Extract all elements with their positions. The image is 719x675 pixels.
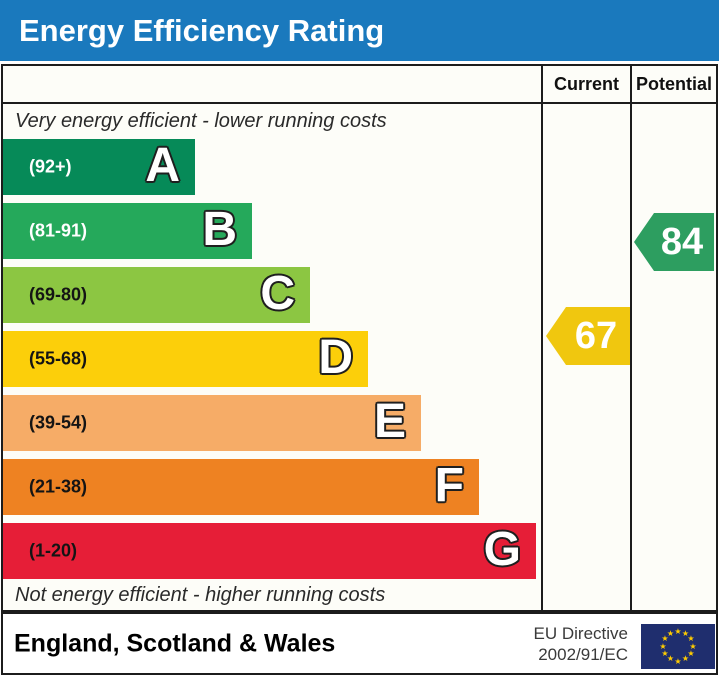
potential-column-divider xyxy=(630,66,632,610)
eu-flag-star: ★ xyxy=(666,654,675,664)
band-range-label: (21-38) xyxy=(29,476,88,497)
band-f: (21-38) F xyxy=(3,459,479,515)
rating-bands: (92+) A (81-91) B (69-80) C (55-68) D (3… xyxy=(3,139,536,587)
header-divider xyxy=(3,102,716,104)
band-letter: G xyxy=(483,523,521,577)
eu-flag-star: ★ xyxy=(681,628,690,638)
eu-flag-star: ★ xyxy=(661,634,669,643)
eu-flag-star: ★ xyxy=(687,634,695,643)
eu-flag-star: ★ xyxy=(674,656,682,666)
eu-flag-star: ★ xyxy=(687,649,695,658)
eu-directive-text: EU Directive 2002/91/EC xyxy=(534,623,628,665)
caption-very-efficient: Very energy efficient - lower running co… xyxy=(15,110,387,132)
column-header-current: Current xyxy=(553,74,619,94)
current-rating-arrow: 67 xyxy=(546,307,630,365)
band-c: (69-80) C xyxy=(3,267,310,323)
band-range-label: (55-68) xyxy=(29,348,88,369)
page-title: Energy Efficiency Rating xyxy=(19,12,385,48)
band-letter: A xyxy=(145,139,180,193)
band-letter: E xyxy=(373,395,406,449)
band-a: (92+) A xyxy=(3,139,195,195)
region-label: England, Scotland & Wales xyxy=(14,629,336,657)
band-range-label: (92+) xyxy=(29,156,72,177)
band-g: (1-20) G xyxy=(3,523,536,579)
column-header-potential: Potential xyxy=(635,74,712,94)
band-letter: C xyxy=(260,267,295,321)
current-column-divider xyxy=(541,66,543,610)
band-e: (39-54) E xyxy=(3,395,421,451)
eu-directive-line2: 2002/91/EC xyxy=(538,644,628,664)
eu-flag-star: ★ xyxy=(666,628,675,638)
band-letter: F xyxy=(434,459,464,513)
eu-flag-star: ★ xyxy=(681,654,690,664)
eu-flag-star: ★ xyxy=(674,626,682,636)
band-range-label: (81-91) xyxy=(29,220,88,241)
band-d: (55-68) D xyxy=(3,331,368,387)
eu-flag-star: ★ xyxy=(661,649,669,658)
current-rating-value: 67 xyxy=(574,315,618,357)
eu-directive-line1: EU Directive xyxy=(533,623,628,643)
band-b: (81-91) B xyxy=(3,203,252,259)
footer-bar: England, Scotland & Wales EU Directive 2… xyxy=(1,612,718,675)
eu-flag-icon: ★ ★ ★ ★ ★ ★ ★ ★ ★ ★ ★ ★ xyxy=(641,624,715,669)
band-letter: D xyxy=(318,331,353,385)
potential-rating-value: 84 xyxy=(660,221,704,263)
title-bar: Energy Efficiency Rating xyxy=(0,0,719,61)
caption-not-efficient: Not energy efficient - higher running co… xyxy=(15,584,386,606)
band-letter: B xyxy=(202,203,237,257)
band-range-label: (69-80) xyxy=(29,284,88,305)
band-range-label: (39-54) xyxy=(29,412,88,433)
eu-flag-star: ★ xyxy=(689,641,697,651)
eu-flag-star: ★ xyxy=(659,641,667,651)
band-range-label: (1-20) xyxy=(29,540,78,561)
